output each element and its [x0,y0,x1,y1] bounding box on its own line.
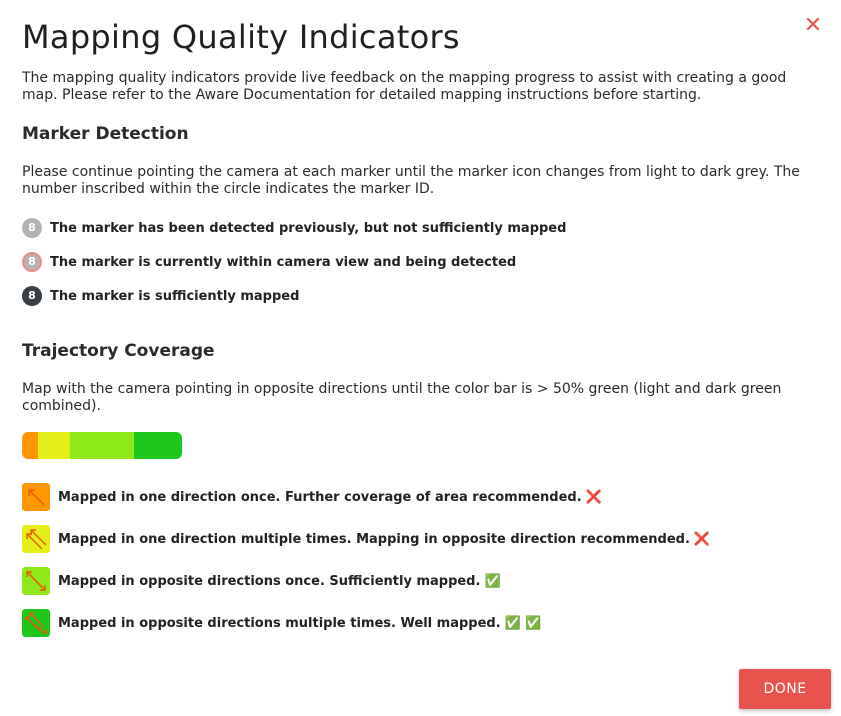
bar-segment-yellow [38,432,70,459]
marker-light-grey-icon: 8 [22,218,42,238]
yellow-double-arrow-icon [22,525,50,553]
cross-mark-icon: ❌ [585,489,602,505]
marker-detection-heading: Marker Detection [22,124,189,144]
trajectory-legend-opposite-multiple: Mapped in opposite directions multiple t… [22,609,541,637]
marker-detection-description: Please continue pointing the camera at e… [22,164,800,197]
marker-legend-detected: 8 The marker has been detected previousl… [22,218,566,238]
trajectory-legend-label: Mapped in opposite directions once. Suff… [58,573,481,589]
dark-green-multi-arrows-icon [22,609,50,637]
trajectory-legend-one-direction-multiple: Mapped in one direction multiple times. … [22,525,710,553]
marker-legend-label: The marker has been detected previously,… [50,220,567,236]
trajectory-legend-opposite-once: Mapped in opposite directions once. Suff… [22,567,501,595]
bar-segment-light-green [70,432,134,459]
double-check-mark-icon: ✅ ✅ [504,615,542,631]
dialog-title: Mapping Quality Indicators [22,18,460,56]
done-button[interactable]: DONE [739,669,831,709]
trajectory-coverage-description: Map with the camera pointing in opposite… [22,381,782,414]
close-icon[interactable]: ✕ [803,13,823,38]
marker-ring-icon: 8 [22,252,42,272]
trajectory-legend-label: Mapped in one direction once. Further co… [58,489,582,505]
check-mark-icon: ✅ [484,573,501,589]
marker-legend-label: The marker is currently within camera vi… [50,254,517,270]
marker-legend-label: The marker is sufficiently mapped [50,288,300,304]
marker-legend-mapped: 8 The marker is sufficiently mapped [22,286,299,306]
trajectory-coverage-heading: Trajectory Coverage [22,341,215,361]
bar-segment-dark-green [134,432,182,459]
marker-legend-in-view: 8 The marker is currently within camera … [22,252,516,272]
trajectory-legend-one-direction-once: Mapped in one direction once. Further co… [22,483,602,511]
cross-mark-icon: ❌ [693,531,711,547]
bar-segment-orange [22,432,38,459]
orange-single-arrow-icon [22,483,50,511]
trajectory-legend-label: Mapped in opposite directions multiple t… [58,615,501,631]
intro-text: The mapping quality indicators provide l… [22,70,787,103]
coverage-color-bar [22,432,182,459]
trajectory-legend-label: Mapped in one direction multiple times. … [58,531,690,547]
light-green-opposite-arrows-icon [22,567,50,595]
marker-dark-grey-icon: 8 [22,286,42,306]
